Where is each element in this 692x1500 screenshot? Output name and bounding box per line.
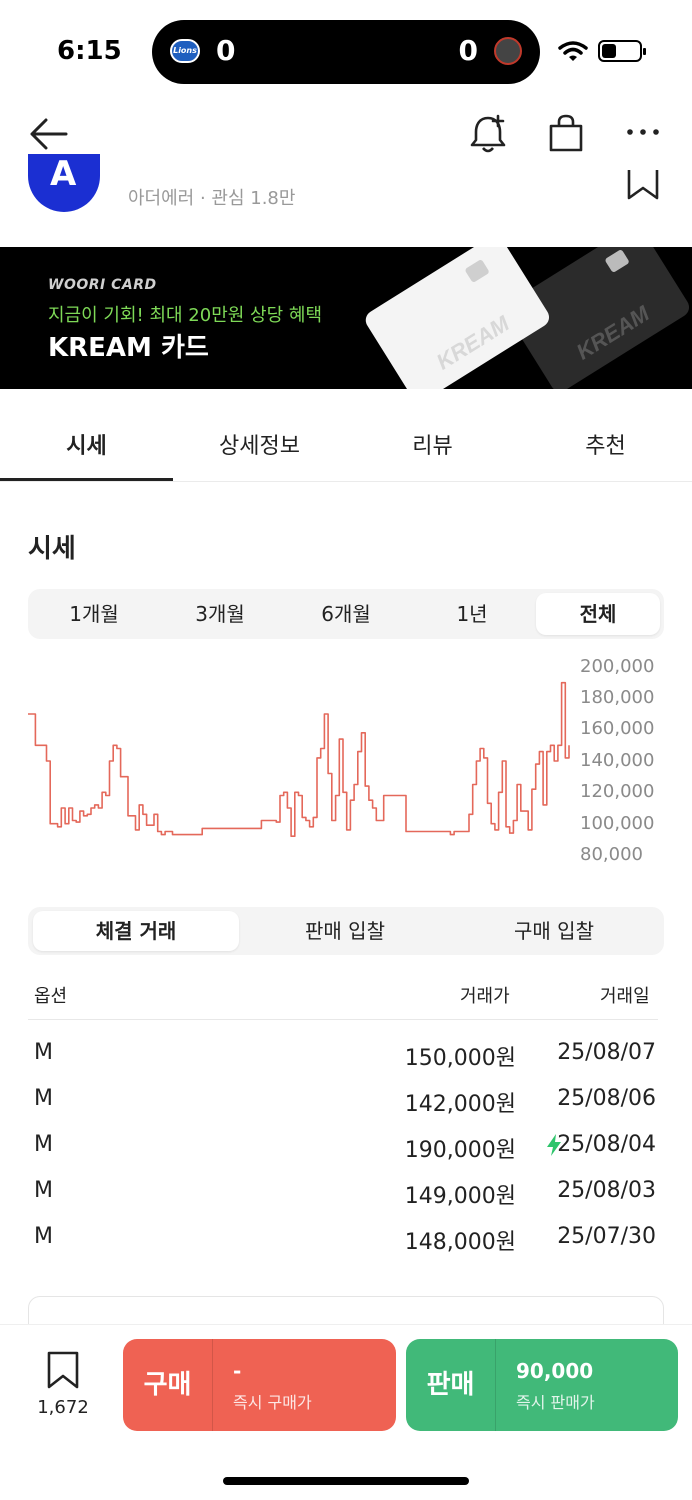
y-tick-label: 120,000 [580,781,655,802]
bookmark-icon[interactable] [626,170,660,200]
banner-promo-text: 지금이 기회! 최대 20만원 상당 혜택 [48,305,323,326]
notification-add-icon[interactable] [468,112,508,154]
period-selector: 1개월 3개월 6개월 1년 전체 [28,589,664,639]
more-options-icon[interactable] [626,122,660,142]
team-logo-right [494,37,522,65]
score-right: 0 [458,34,478,67]
y-tick-label: 160,000 [580,718,655,739]
score-left: 0 [216,34,236,67]
fast-delivery-bolt-icon [547,1134,561,1156]
status-time: 6:15 [57,36,122,66]
team-logo-left: Lions [170,39,200,63]
header-option: 옵션 [34,986,68,1007]
price-line-chart [28,681,570,837]
wifi-icon [558,41,588,61]
price-series-line [28,681,570,837]
table-row: M 190,000원 25/08/04 [34,1132,656,1163]
period-6m[interactable]: 6개월 [321,602,371,626]
tab-completed-trades[interactable]: 체결 거래 [33,911,239,951]
tab-recommend[interactable]: 추천 [585,434,626,459]
back-arrow-icon[interactable] [28,114,68,154]
buy-label: 구매 [123,1339,213,1431]
period-1m[interactable]: 1개월 [69,602,119,626]
live-score-island[interactable]: Lions 0 0 [152,20,540,84]
period-3m[interactable]: 3개월 [195,602,245,626]
buy-subtitle: 즉시 구매가 [233,1393,312,1412]
shopping-bag-icon[interactable] [546,112,586,154]
banner-cards-illustration: KREAM KREAM [365,247,690,389]
sell-subtitle: 즉시 판매가 [516,1393,595,1412]
brand-meta: 아더에러 · 관심 1.8만 [128,188,296,209]
active-tab-indicator [0,478,173,481]
promo-banner[interactable]: WOORI CARD 지금이 기회! 최대 20만원 상당 혜택 KREAM 카… [0,247,692,389]
table-row: M 148,000원 25/07/30 [34,1224,656,1255]
trade-table-header: 옵션 거래가 거래일 [28,982,658,1020]
y-tick-label: 100,000 [580,813,655,834]
period-1y[interactable]: 1년 [456,602,488,626]
tab-reviews[interactable]: 리뷰 [412,434,453,459]
tab-details[interactable]: 상세정보 [219,434,300,459]
table-row: M 150,000원 25/08/07 [34,1040,656,1071]
brand-logo[interactable]: A [28,154,100,212]
banner-card-brand: WOORI CARD [48,277,157,293]
sell-price: 90,000 [516,1359,594,1383]
product-tabs: 시세 상세정보 리뷰 추천 [0,404,692,482]
home-indicator [223,1477,469,1485]
tab-buy-bids[interactable]: 구매 입찰 [514,919,594,943]
y-tick-label: 80,000 [580,844,643,865]
brand-row: A 아더에러 · 관심 1.8만 [0,154,692,226]
sell-button[interactable]: 판매 90,000 즉시 판매가 [406,1339,678,1431]
tab-sell-bids[interactable]: 판매 입찰 [305,919,385,943]
tab-price[interactable]: 시세 [66,434,107,459]
section-title: 시세 [28,534,76,564]
header-price: 거래가 [460,986,510,1007]
y-tick-label: 180,000 [580,687,655,708]
bottom-action-bar: 1,672 구매 - 즉시 구매가 판매 90,000 즉시 판매가 [0,1324,692,1500]
status-bar: 6:15 Lions 0 0 [0,0,692,100]
period-all[interactable]: 전체 [536,593,660,635]
banner-title: KREAM 카드 [48,333,209,363]
save-product-button[interactable]: 1,672 [28,1351,98,1418]
bookmark-icon [47,1351,79,1389]
header-date: 거래일 [600,986,650,1007]
saved-count: 1,672 [37,1397,89,1418]
table-row: M 142,000원 25/08/06 [34,1086,656,1117]
trade-type-selector: 체결 거래 판매 입찰 구매 입찰 [28,907,664,955]
buy-button[interactable]: 구매 - 즉시 구매가 [123,1339,396,1431]
price-chart[interactable]: 200,000 180,000 160,000 140,000 120,000 … [28,650,664,875]
y-tick-label: 140,000 [580,750,655,771]
battery-icon [598,40,646,62]
table-row: M 149,000원 25/08/03 [34,1178,656,1209]
top-navigation [0,100,692,166]
sell-label: 판매 [406,1339,496,1431]
buy-price: - [233,1359,242,1383]
y-tick-label: 200,000 [580,656,655,677]
